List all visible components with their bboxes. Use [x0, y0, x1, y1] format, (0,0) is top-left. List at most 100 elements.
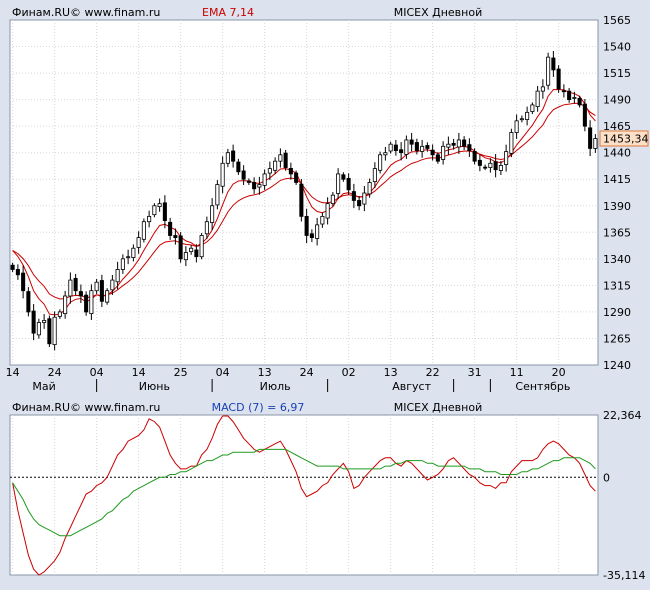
- macd-grid: [10, 415, 598, 575]
- candle: [320, 212, 325, 228]
- candle: [210, 198, 215, 231]
- date-axis: 14 24 04 14 25 04 13 24 02 13 22 31 11 20 Май Июнь Июль А…: [6, 366, 571, 393]
- month-label: Июнь: [139, 380, 170, 393]
- price-y-tick-label: 1415: [603, 173, 631, 186]
- candle: [273, 157, 278, 175]
- price-chart-title: MICEX Дневной: [394, 6, 483, 19]
- candle: [462, 136, 467, 151]
- candle: [330, 191, 335, 207]
- candle: [15, 264, 20, 280]
- candle: [283, 149, 288, 171]
- candle: [488, 158, 493, 173]
- candle: [509, 128, 514, 158]
- candle: [115, 261, 120, 290]
- price-y-tick-label: 1265: [603, 332, 631, 345]
- candle: [231, 144, 236, 168]
- price-y-tick-label: 1290: [603, 306, 631, 319]
- last-price-marker: 1453,34: [599, 130, 649, 147]
- candle: [467, 138, 472, 157]
- candle: [572, 91, 577, 104]
- price-y-tick-label: 1515: [603, 67, 631, 80]
- candle: [31, 304, 36, 341]
- price-header-source: Финам.RU© www.finam.ru: [12, 6, 160, 19]
- candle: [425, 142, 430, 152]
- candle: [105, 288, 110, 305]
- candle: [561, 84, 566, 98]
- macd-label: MACD (7) = 6,97: [212, 401, 305, 414]
- candle: [483, 164, 488, 171]
- candle: [582, 98, 587, 132]
- candle: [52, 311, 57, 351]
- date-tick-label: 20: [552, 366, 566, 379]
- price-y-tick-label: 1340: [603, 253, 631, 266]
- candle: [257, 176, 262, 195]
- macd-y-tick-label: 0: [603, 471, 610, 484]
- candle: [551, 50, 556, 77]
- price-y-tick-label: 1490: [603, 94, 631, 107]
- macd-line: [12, 415, 596, 576]
- candle: [178, 232, 183, 263]
- candle: [357, 196, 362, 211]
- macd-plot-area: [9, 414, 599, 576]
- candle: [194, 244, 199, 263]
- candle: [215, 180, 220, 210]
- candle: [577, 95, 582, 108]
- candle: [477, 154, 482, 172]
- macd-lines: [12, 415, 596, 576]
- candle: [152, 203, 157, 218]
- price-axis: 1565 1540 1515 1490 1465 1440 1415 1390 1365 1340…: [603, 14, 631, 372]
- candle: [68, 272, 73, 304]
- candle: [441, 141, 446, 165]
- candle: [567, 87, 572, 103]
- candlesticks: [10, 50, 598, 351]
- candle: [498, 160, 503, 175]
- candle: [42, 314, 47, 329]
- candle: [147, 210, 152, 228]
- candle: [204, 216, 209, 239]
- price-y-tick-label: 1565: [603, 14, 631, 27]
- date-tick-label: 22: [426, 366, 440, 379]
- last-price-label: 1453,34: [603, 133, 649, 146]
- date-tick-label: 14: [6, 366, 20, 379]
- candle: [131, 244, 136, 262]
- candle: [372, 162, 377, 188]
- candle: [404, 135, 409, 159]
- candle: [540, 79, 545, 99]
- macd-panel: 22,364 0 -35,114 Финам.RU© www.finam.ru MA…: [9, 401, 645, 582]
- candle: [99, 274, 104, 308]
- candle: [120, 254, 125, 274]
- month-label: Сентябрь: [515, 380, 570, 393]
- ema-line: [12, 102, 596, 300]
- candle: [451, 138, 456, 150]
- candle: [514, 114, 519, 139]
- candle: [10, 262, 15, 273]
- candle: [246, 178, 251, 185]
- price-y-tick-label: 1240: [603, 359, 631, 372]
- candle: [304, 208, 309, 244]
- price-y-tick-label: 1540: [603, 41, 631, 54]
- candle: [493, 153, 498, 178]
- candle: [362, 186, 367, 212]
- ema-line: [12, 88, 596, 316]
- candle: [225, 148, 230, 168]
- date-tick-label: 31: [468, 366, 482, 379]
- candle: [325, 197, 330, 225]
- price-y-tick-label: 1390: [603, 200, 631, 213]
- candle: [315, 217, 320, 246]
- candle: [393, 139, 398, 156]
- candle: [414, 138, 419, 155]
- price-y-tick-label: 1465: [603, 120, 631, 133]
- date-tick-label: 24: [300, 366, 314, 379]
- candle: [84, 291, 89, 316]
- candle: [383, 146, 388, 161]
- price-y-tick-label: 1365: [603, 226, 631, 239]
- candle: [183, 246, 188, 267]
- candle: [399, 142, 404, 161]
- candle: [456, 132, 461, 154]
- macd-header-source: Финам.RU© www.finam.ru: [12, 401, 160, 414]
- candle: [430, 144, 435, 161]
- candle: [351, 183, 356, 209]
- candle: [57, 309, 62, 319]
- candle: [173, 228, 178, 245]
